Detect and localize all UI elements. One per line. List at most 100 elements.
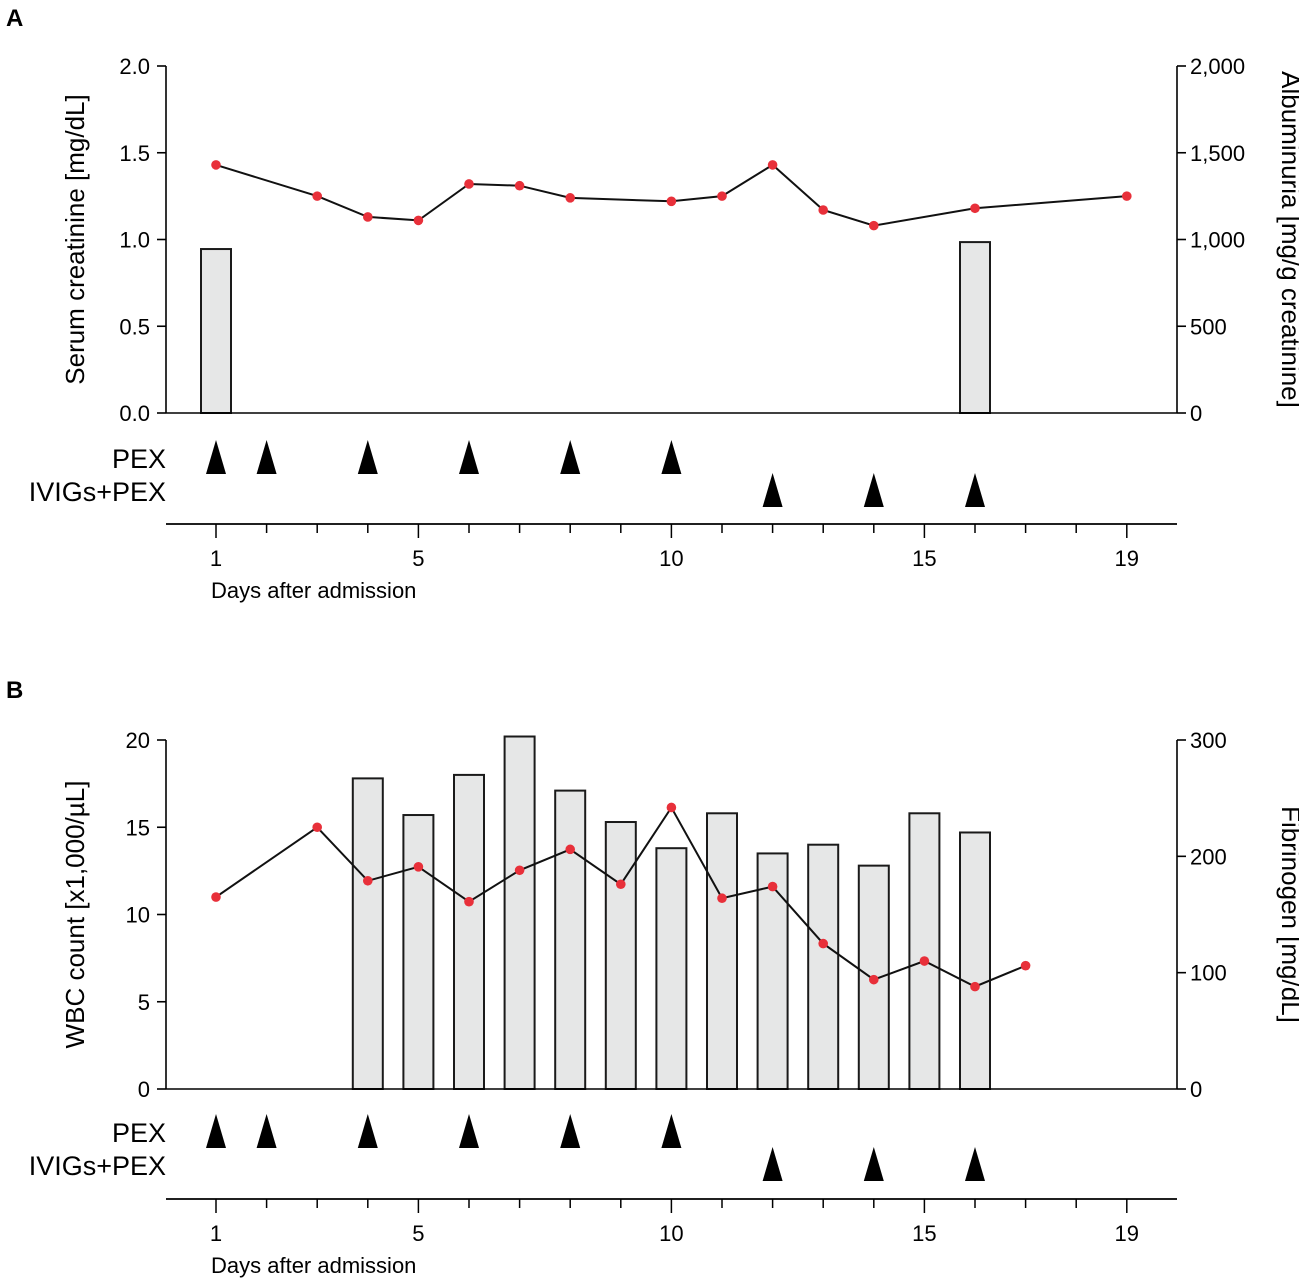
left-axis-tick-label: 20 xyxy=(126,728,150,753)
bar-albuminuria xyxy=(959,241,991,414)
bar-wbc-count xyxy=(706,812,738,1090)
bar-wbc-count xyxy=(908,812,941,1090)
bar-wbc-count xyxy=(756,852,789,1090)
right-axis-tick-label: 1,000 xyxy=(1190,228,1245,253)
timeline-tick-label: 19 xyxy=(1115,546,1139,571)
treatment-arrowhead-icon xyxy=(560,440,581,474)
data-point-serum-creatinine xyxy=(413,215,424,226)
treatment-row-label: IVIGs+PEX xyxy=(29,477,166,507)
bar-wbc-count xyxy=(554,789,587,1090)
right-axis-tick-label: 2,000 xyxy=(1190,54,1245,79)
timeline-tick-label: 1 xyxy=(210,1221,222,1246)
data-point-serum-creatinine xyxy=(869,220,879,231)
data-point-serum-creatinine xyxy=(565,193,575,203)
x-axis-title: Days after admission xyxy=(211,578,416,603)
left-axis-tick-label: 0 xyxy=(138,1077,150,1102)
panel-letter: B xyxy=(6,677,23,704)
data-point-fibrinogen xyxy=(869,974,879,985)
treatment-arrowhead-icon xyxy=(661,440,682,474)
data-point-serum-creatinine xyxy=(464,179,474,189)
data-point-fibrinogen xyxy=(666,802,677,813)
treatment-arrowhead-icon xyxy=(762,1147,783,1181)
treatment-arrowhead-icon xyxy=(206,440,226,474)
treatment-arrowhead-icon xyxy=(560,1114,581,1148)
data-point-fibrinogen xyxy=(616,879,626,890)
data-point-serum-creatinine xyxy=(666,196,677,207)
data-point-serum-creatinine xyxy=(767,160,778,170)
data-point-serum-creatinine xyxy=(970,203,980,214)
treatment-arrowhead-icon xyxy=(357,440,378,474)
right-axis-title: Albuminuria [mg/g creatinine] xyxy=(1276,71,1299,408)
data-point-fibrinogen xyxy=(312,822,323,833)
bar-wbc-count xyxy=(503,735,536,1090)
data-point-serum-creatinine xyxy=(363,212,373,222)
data-point-serum-creatinine xyxy=(514,180,525,191)
data-point-fibrinogen xyxy=(413,862,424,872)
left-axis-title: WBC count [x1,000/µL] xyxy=(60,781,90,1049)
data-point-serum-creatinine xyxy=(312,191,323,201)
timeline-tick-label: 10 xyxy=(659,1221,683,1246)
bar-wbc-count xyxy=(351,777,384,1090)
treatment-arrowhead-icon xyxy=(459,1114,479,1148)
right-axis-tick-label: 100 xyxy=(1190,961,1227,986)
data-point-serum-creatinine xyxy=(1122,191,1132,201)
line-fibrinogen xyxy=(215,805,1026,988)
data-point-fibrinogen xyxy=(970,981,980,992)
left-axis-tick-label: 0.5 xyxy=(119,314,150,339)
treatment-arrowhead-icon xyxy=(206,1114,226,1148)
timeline-tick-label: 15 xyxy=(912,546,936,571)
data-point-fibrinogen xyxy=(919,956,930,966)
left-axis-tick-label: 15 xyxy=(126,815,150,840)
right-axis-tick-label: 1,500 xyxy=(1190,141,1245,166)
left-axis-title: Serum creatinine [mg/dL] xyxy=(60,94,90,384)
treatment-row-label: PEX xyxy=(112,1118,166,1148)
bar-wbc-count xyxy=(807,843,840,1091)
data-point-fibrinogen xyxy=(565,844,575,855)
left-axis-tick-label: 1.5 xyxy=(119,141,150,166)
left-axis-tick-label: 0.0 xyxy=(119,401,150,426)
x-axis-title: Days after admission xyxy=(211,1253,416,1278)
treatment-arrowhead-icon xyxy=(965,473,985,507)
right-axis-title: Fibrinogen [mg/dL] xyxy=(1276,806,1299,1023)
data-point-fibrinogen xyxy=(514,865,525,876)
bar-wbc-count xyxy=(453,773,485,1091)
bar-wbc-count xyxy=(959,831,991,1090)
treatment-arrowhead-icon xyxy=(357,1114,378,1148)
left-axis-tick-label: 1.0 xyxy=(119,228,150,253)
data-point-fibrinogen xyxy=(211,892,221,902)
line-serum-creatinine xyxy=(215,163,1127,227)
left-axis-tick-label: 10 xyxy=(126,903,150,928)
data-point-fibrinogen xyxy=(818,938,828,949)
timeline-tick-label: 19 xyxy=(1115,1221,1139,1246)
treatment-arrowhead-icon xyxy=(965,1147,985,1181)
right-axis-tick-label: 500 xyxy=(1190,314,1227,339)
bar-albuminuria xyxy=(200,248,232,414)
treatment-row-label: IVIGs+PEX xyxy=(29,1151,166,1181)
data-point-serum-creatinine xyxy=(818,205,828,215)
bar-wbc-count xyxy=(402,814,435,1090)
treatment-arrowhead-icon xyxy=(256,440,277,474)
timeline-tick-label: 5 xyxy=(412,1221,424,1246)
bar-wbc-count xyxy=(655,847,688,1090)
data-point-fibrinogen xyxy=(464,896,474,907)
treatment-arrowhead-icon xyxy=(863,1147,884,1181)
treatment-row-label: PEX xyxy=(112,444,166,474)
timeline-tick-label: 5 xyxy=(412,546,424,571)
right-axis-tick-label: 0 xyxy=(1190,401,1202,426)
treatment-arrowhead-icon xyxy=(661,1114,682,1148)
right-axis-tick-label: 0 xyxy=(1190,1077,1202,1102)
panel-letter: A xyxy=(6,5,23,32)
timeline-tick-label: 1 xyxy=(210,546,222,571)
left-axis-tick-label: 2.0 xyxy=(119,54,150,79)
timeline-tick-label: 15 xyxy=(912,1221,936,1246)
bar-wbc-count xyxy=(604,821,637,1090)
treatment-arrowhead-icon xyxy=(256,1114,277,1148)
timeline-tick-label: 10 xyxy=(659,546,683,571)
right-axis-tick-label: 200 xyxy=(1190,844,1227,869)
treatment-arrowhead-icon xyxy=(459,440,479,474)
data-point-fibrinogen xyxy=(1020,960,1031,971)
data-point-fibrinogen xyxy=(363,875,373,886)
data-point-serum-creatinine xyxy=(211,160,221,170)
